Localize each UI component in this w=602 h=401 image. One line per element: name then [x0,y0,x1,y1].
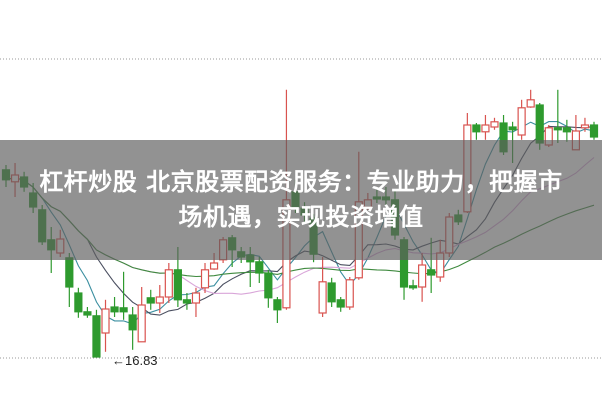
candle-body [553,127,562,131]
candle [101,299,110,352]
candle [481,115,490,140]
candle [553,89,562,143]
candle-body [137,304,146,343]
candle-body [92,315,101,358]
candle [345,277,354,310]
candle-body [318,281,327,314]
candle-body [327,282,336,303]
candle [128,307,137,350]
candle-body [408,285,418,289]
candle-body [580,124,590,129]
candle [517,99,526,140]
candle [200,263,210,293]
candle-body [191,292,201,304]
candle [110,297,119,317]
candle-body [517,107,526,136]
candle [490,117,499,130]
candle [137,287,146,343]
candle [472,123,481,140]
candle [580,117,590,132]
candle-body [101,308,110,334]
candle [273,297,282,323]
candle [255,257,264,283]
candle-body [264,272,273,299]
candle-body [155,296,164,304]
candle [327,277,336,307]
candle [83,307,92,318]
candle-body [562,127,571,133]
headline-banner: 杠杆炒股 北京股票配资服务：专业助力，把握市 场机遇，实现投资增值 [0,140,602,260]
candle [418,253,427,302]
candle [526,89,535,108]
candle-body [418,264,427,288]
candle [65,253,74,307]
low-price-annotation: ←16.83 [112,353,158,368]
candle-body [173,269,182,301]
candle-body [146,297,155,304]
candle-body [336,299,345,308]
candle-body [164,269,173,298]
candle-body [481,124,490,133]
candle-body [427,269,436,276]
candle-body [65,257,74,288]
candle [146,289,155,310]
candle-body [508,126,517,131]
candle [182,293,192,310]
headline-line-1: 杠杆炒股 北京股票配资服务：专业助力，把握市 [39,168,563,196]
candle [336,297,345,312]
candle-body [182,299,192,304]
candle-body [345,279,354,308]
candle-body [74,292,83,313]
candle [191,287,201,317]
candle-body [83,311,92,316]
candle-body [472,124,481,133]
candle [119,271,128,320]
headline-line-2: 场机遇，实现投资增值 [178,203,424,231]
candle-body [535,104,544,144]
candle [318,257,327,317]
candle [92,309,101,358]
candle [589,121,599,140]
candle-body [119,307,128,313]
candle-body [273,299,282,311]
candle-body [589,124,599,138]
candle-body [200,269,210,289]
candle [74,287,83,318]
candle-body [110,306,119,313]
candle [155,285,164,313]
candle-body [209,262,219,270]
candle [164,263,173,303]
candle [408,279,418,290]
candle [562,119,571,142]
candle-body [255,261,264,274]
candle-body [526,99,535,108]
candle-body [128,314,137,331]
candle-body [490,121,499,128]
candle [264,269,273,308]
